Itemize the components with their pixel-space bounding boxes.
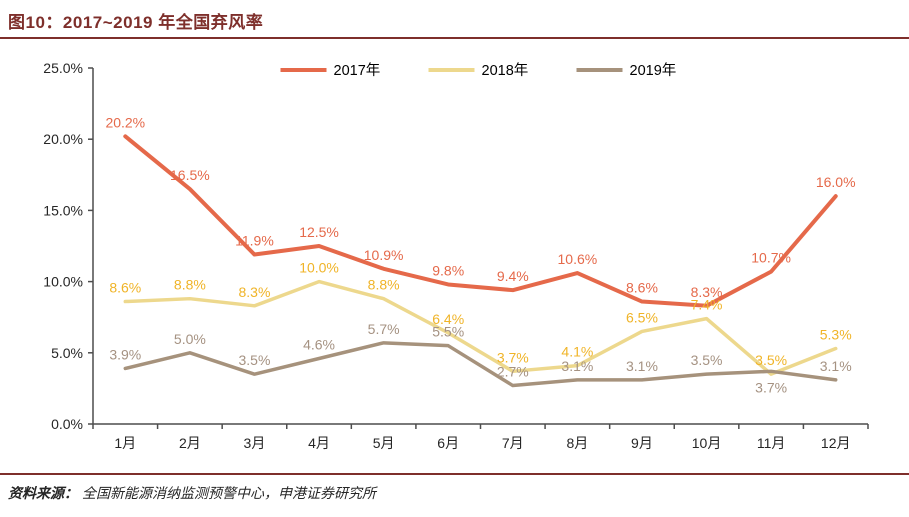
figure-title: 图10：2017~2019 年全国弃风率 [8, 13, 264, 32]
svg-text:25.0%: 25.0% [43, 60, 83, 76]
series-2018年 [123, 279, 838, 376]
series-2019年 [123, 341, 838, 388]
svg-text:8.6%: 8.6% [109, 280, 141, 296]
title-rule [0, 37, 909, 39]
chart-area: 25.0% 20.0% 15.0% 10.0% 5.0% 0.0% 1月 2月 3月 4月 5月 6月… [0, 40, 909, 465]
footer-rule [0, 473, 909, 475]
svg-text:10.6%: 10.6% [558, 251, 598, 267]
footer-source-text: 全国新能源消纳监测预警中心，申港证券研究所 [82, 487, 376, 502]
svg-text:0.0%: 0.0% [51, 416, 83, 432]
svg-text:8.3%: 8.3% [238, 284, 270, 300]
svg-text:10.0%: 10.0% [43, 274, 83, 290]
svg-text:2.7%: 2.7% [497, 364, 529, 380]
svg-text:2018年: 2018年 [482, 62, 529, 79]
svg-text:12月: 12月 [821, 435, 851, 451]
svg-text:2月: 2月 [179, 435, 201, 451]
svg-text:3.7%: 3.7% [755, 379, 787, 395]
svg-text:11月: 11月 [757, 435, 786, 451]
svg-text:6月: 6月 [437, 435, 459, 451]
svg-text:12.5%: 12.5% [299, 224, 339, 240]
legend: 2017年 2018年 2019年 [280, 62, 677, 79]
svg-text:8.6%: 8.6% [626, 280, 658, 296]
svg-text:16.5%: 16.5% [170, 167, 210, 183]
svg-text:3.5%: 3.5% [755, 352, 787, 368]
svg-text:5.3%: 5.3% [820, 327, 852, 343]
svg-text:6.5%: 6.5% [626, 309, 658, 325]
svg-text:8.8%: 8.8% [174, 277, 206, 293]
svg-text:7.4%: 7.4% [691, 297, 723, 313]
svg-text:16.0%: 16.0% [816, 174, 856, 190]
data-labels-2019年: 3.9% 5.0% 3.5% 4.6% 5.7% 5.5% 2.7% 3.1% 3.1% 3.5%… [109, 321, 851, 395]
svg-text:8.8%: 8.8% [368, 277, 400, 293]
svg-text:4.1%: 4.1% [561, 344, 593, 360]
svg-text:4.6%: 4.6% [303, 336, 335, 352]
svg-text:5.0%: 5.0% [51, 345, 83, 361]
svg-text:5.0%: 5.0% [174, 331, 206, 347]
svg-text:3.9%: 3.9% [109, 346, 141, 362]
svg-text:3.1%: 3.1% [820, 358, 852, 374]
svg-text:7月: 7月 [502, 435, 524, 451]
svg-text:9.4%: 9.4% [497, 268, 529, 284]
data-labels-2018年: 8.6% 8.8% 8.3% 10.0% 8.8% 6.4% 3.7% 4.1% 6.5% 7.4… [109, 260, 851, 369]
svg-text:11.9%: 11.9% [235, 233, 274, 249]
svg-text:5.5%: 5.5% [432, 324, 464, 340]
svg-text:1月: 1月 [114, 435, 136, 451]
svg-text:20.2%: 20.2% [105, 114, 145, 130]
series-2017年 [123, 134, 838, 308]
svg-text:2017年: 2017年 [334, 62, 381, 79]
svg-text:3.7%: 3.7% [497, 349, 529, 365]
data-labels-2017年: 20.2% 16.5% 11.9% 12.5% 10.9% 9.8% 9.4% 10.6% 8.… [105, 114, 855, 299]
svg-text:10.0%: 10.0% [299, 260, 339, 276]
svg-text:5.7%: 5.7% [368, 321, 400, 337]
svg-text:10.7%: 10.7% [751, 250, 791, 266]
svg-text:3.5%: 3.5% [691, 352, 723, 368]
svg-text:3.5%: 3.5% [238, 352, 270, 368]
svg-text:5月: 5月 [373, 435, 395, 451]
svg-text:3.1%: 3.1% [626, 358, 658, 374]
chart-svg: 25.0% 20.0% 15.0% 10.0% 5.0% 0.0% 1月 2月 3月 4月 5月 6月… [43, 60, 869, 451]
svg-text:4月: 4月 [308, 435, 330, 451]
svg-text:8.3%: 8.3% [691, 284, 723, 300]
svg-text:6.4%: 6.4% [432, 311, 464, 327]
svg-text:2019年: 2019年 [630, 62, 677, 79]
svg-text:8月: 8月 [566, 435, 588, 451]
svg-text:9月: 9月 [631, 435, 653, 451]
svg-text:10.9%: 10.9% [364, 247, 404, 263]
svg-text:10月: 10月 [692, 435, 722, 451]
svg-text:15.0%: 15.0% [43, 202, 83, 218]
svg-text:9.8%: 9.8% [432, 262, 464, 278]
svg-text:3月: 3月 [244, 435, 266, 451]
footer-source-prefix: 资料来源： [8, 487, 78, 502]
footer-source: 资料来源： 全国新能源消纳监测预警中心，申港证券研究所 [8, 483, 376, 503]
y-axis: 25.0% 20.0% 15.0% 10.0% 5.0% 0.0% [43, 60, 94, 432]
svg-text:20.0%: 20.0% [43, 131, 83, 147]
svg-text:3.1%: 3.1% [561, 358, 593, 374]
x-axis: 1月 2月 3月 4月 5月 6月 7月 8月 9月 10月 11月 12月 [92, 423, 869, 451]
